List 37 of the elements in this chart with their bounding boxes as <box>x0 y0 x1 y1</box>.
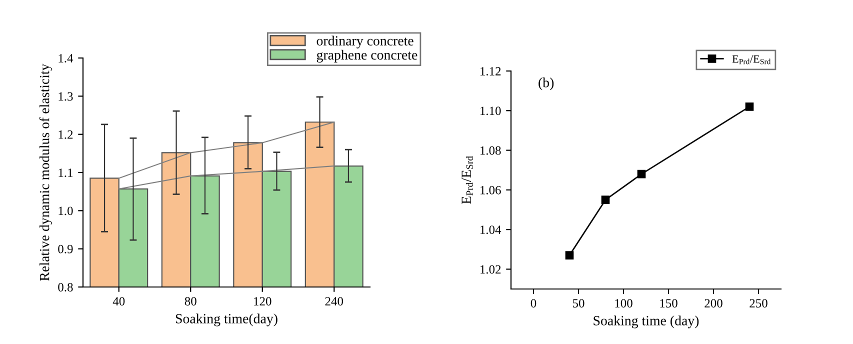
y-tick-label: 1.08 <box>480 146 501 155</box>
y-tick-label: 1.06 <box>480 186 501 194</box>
x-tick-label: 240 <box>325 297 344 306</box>
y-tick-label: 1.12 <box>480 67 501 76</box>
line-series <box>118 165 335 190</box>
legend-label: graphene concrete <box>316 50 418 62</box>
x-tick-label: 200 <box>704 299 722 308</box>
y-tick-label: 1.4 <box>58 54 74 63</box>
point <box>565 251 574 260</box>
annotation: (b) <box>538 78 554 90</box>
y-tick-label: 1.3 <box>58 92 73 101</box>
x-axis-title: Soaking time (day) <box>594 316 699 328</box>
x-tick-label: 250 <box>750 299 768 308</box>
x-tick-label: 80 <box>184 297 196 306</box>
x-tick-label: 150 <box>660 299 678 308</box>
y-tick-label: 1.1 <box>58 168 73 178</box>
y-axis-title: Relative dynamic modulus of elasticity <box>39 64 52 281</box>
legend-label: ordinary concrete <box>316 36 414 48</box>
point <box>601 196 610 204</box>
y-tick-label: 1.2 <box>58 130 73 139</box>
y-tick-label: 0.8 <box>58 283 73 292</box>
x-tick-label: 0 <box>530 299 536 308</box>
y-axis-title: E$_{Prd}$/E$_{Srd}$ <box>462 156 473 204</box>
point <box>745 102 754 111</box>
y-tick-label: 1.10 <box>480 106 501 116</box>
legend-label: E$_{Prd}$/E$_{Srd}$ <box>732 55 771 64</box>
x-axis-title: Soaking time(day) <box>176 314 278 326</box>
x-tick-label: 40 <box>112 297 125 306</box>
line-series <box>118 122 335 179</box>
y-tick-label: 1.04 <box>480 226 502 234</box>
y-tick-label: 1.0 <box>58 206 73 216</box>
x-tick-label: 120 <box>254 297 272 306</box>
x-tick-label: 100 <box>615 299 632 308</box>
point <box>637 170 646 178</box>
y-tick-label: 1.02 <box>480 265 501 274</box>
x-tick-label: 50 <box>572 299 584 308</box>
y-tick-label: 0.9 <box>58 244 73 254</box>
